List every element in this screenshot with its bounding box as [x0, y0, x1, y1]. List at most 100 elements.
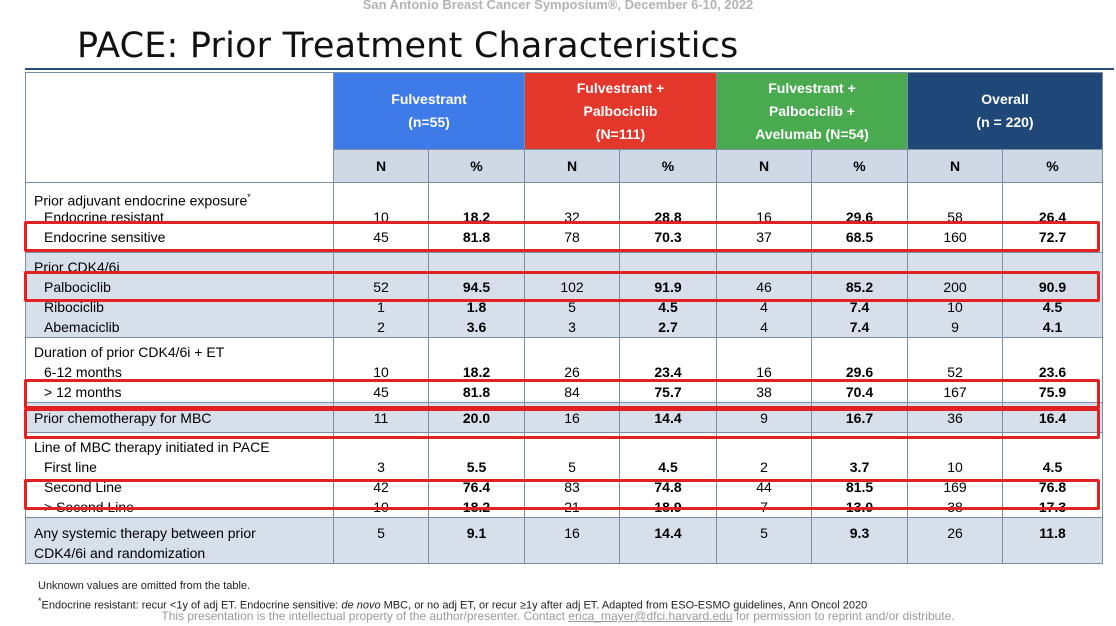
group-header-line: Palbociclib [583, 102, 658, 119]
row-label: > 12 months [44, 384, 122, 400]
highlight-endocrine-sensitive [24, 221, 1100, 252]
value: 9.1 [466, 525, 487, 541]
spacer [717, 187, 811, 207]
value: 46 [756, 279, 772, 295]
value: 52 [373, 279, 389, 295]
row-label: Abemaciclib [44, 319, 120, 335]
count-cell: 5 [716, 517, 812, 564]
value: 5 [568, 459, 576, 475]
row-label: Ribociclib [44, 299, 104, 315]
row-label: Endocrine sensitive [44, 229, 166, 245]
value: 5.5 [466, 459, 487, 475]
group-header-line: Palbociclib + [769, 102, 855, 119]
spacer [429, 342, 524, 362]
section-label-cell: Any systemic therapy between prior CDK4/6… [25, 517, 334, 564]
subheader-row: N% N% N% N% [26, 149, 1104, 183]
percent-cell: 4.5 76.8 17.3 [1001, 432, 1104, 518]
value: 37 [756, 229, 772, 245]
value: 3 [377, 459, 385, 475]
note-endocrine-definition: *Endocrine resistant: recur <1y of adj E… [38, 596, 868, 612]
contact-email[interactable]: erica_mayer@dfci.harvard.edu [568, 609, 733, 623]
subheader-cell: % [811, 149, 908, 183]
percent-cell: 23.6 75.9 [1001, 337, 1104, 403]
value: 1.8 [466, 299, 487, 315]
value: 75.7 [654, 384, 682, 400]
spacer [1003, 342, 1102, 362]
percent-cell: 28.8 70.3 [619, 182, 717, 253]
spacer [1003, 437, 1102, 457]
section-row: Prior adjuvant endocrine exposure* Endocr… [25, 182, 1104, 253]
count-cell: 52 167 [907, 337, 1003, 403]
value: 2 [760, 459, 768, 475]
spacer [620, 342, 716, 362]
percent-cell: 29.6 70.4 [811, 337, 908, 403]
count-cell: 58 160 [907, 182, 1003, 253]
subheader-cell: % [619, 149, 717, 183]
count-cell: 2 44 7 [716, 432, 812, 518]
count-cell: 5 83 21 [524, 432, 620, 518]
value: 9 [760, 410, 768, 426]
count-cell: 10 169 38 [907, 432, 1003, 518]
title-rule [25, 68, 1114, 70]
value: 5 [760, 525, 768, 541]
value: 26 [947, 525, 963, 541]
value: 11 [373, 410, 389, 426]
count-cell: 16 38 [716, 337, 812, 403]
value: 18.2 [462, 364, 491, 380]
value: 72.7 [1038, 229, 1067, 245]
row-label-continued: CDK4/6i and randomization [34, 545, 206, 561]
row-label: Second Line [44, 479, 122, 495]
value: 9.3 [849, 525, 870, 541]
treatment-table: Fulvestrant (n=55) Fulvestrant + Palbocicli… [25, 72, 1104, 564]
corner-cell [25, 72, 334, 183]
row-label: Any systemic therapy between prior [34, 525, 256, 541]
section-header-text: Duration of prior CDK4/6i + ET [34, 344, 225, 360]
count-cell: 3 42 10 [333, 432, 429, 518]
section-header: Prior adjuvant endocrine exposure* [34, 187, 333, 209]
count-cell: 10 45 [333, 182, 429, 253]
value: 45 [373, 229, 389, 245]
value: 81.5 [845, 479, 874, 495]
spacer [429, 437, 524, 457]
count-cell: 16 37 [716, 182, 812, 253]
value: 14.4 [654, 410, 682, 426]
count-cell: 5 [333, 517, 429, 564]
percent-cell: 18.2 81.8 [428, 337, 525, 403]
section-label-cell: Duration of prior CDK4/6i + ET 6-12 month… [25, 337, 334, 403]
value: 29.6 [845, 364, 874, 380]
value: 81.8 [462, 229, 491, 245]
spacer [334, 342, 428, 362]
group-header-line: Fulvestrant + [576, 79, 665, 96]
value: 76.8 [1038, 479, 1067, 495]
value: 70.3 [654, 229, 682, 245]
value: 42 [373, 479, 389, 495]
value: 7.4 [849, 319, 870, 335]
value: 1 [377, 299, 385, 315]
spacer [334, 437, 428, 457]
section-header: Duration of prior CDK4/6i + ET [34, 342, 333, 362]
ip-notice: This presentation is the intellectual pr… [161, 609, 955, 623]
value: 2.7 [658, 319, 678, 335]
value: 4.1 [1042, 319, 1063, 335]
percent-cell: 29.6 68.5 [811, 182, 908, 253]
spacer [812, 187, 907, 207]
value: 167 [943, 384, 967, 400]
value: 4.5 [658, 459, 678, 475]
value: 4 [760, 299, 768, 315]
value: 16 [564, 410, 580, 426]
section-header-text: Line of MBC therapy initiated in PACE [34, 439, 270, 455]
value: 20.0 [462, 410, 491, 426]
highlight-prior-chemo [24, 408, 1100, 439]
value: 70.4 [845, 384, 874, 400]
value: 90.9 [1038, 279, 1067, 295]
value: 68.5 [845, 229, 874, 245]
percent-cell: 14.4 [619, 517, 717, 564]
group-header-line: Overall [981, 91, 1029, 107]
group-header-row: Fulvestrant (n=55) Fulvestrant + Palbocicli… [25, 72, 1104, 183]
value: 81.8 [462, 384, 491, 400]
count-cell: 52 1 2 [333, 252, 429, 338]
spacer [525, 342, 619, 362]
value: 3 [568, 319, 576, 335]
percent-cell: 9.1 [428, 517, 525, 564]
value: 4.5 [1042, 459, 1063, 475]
